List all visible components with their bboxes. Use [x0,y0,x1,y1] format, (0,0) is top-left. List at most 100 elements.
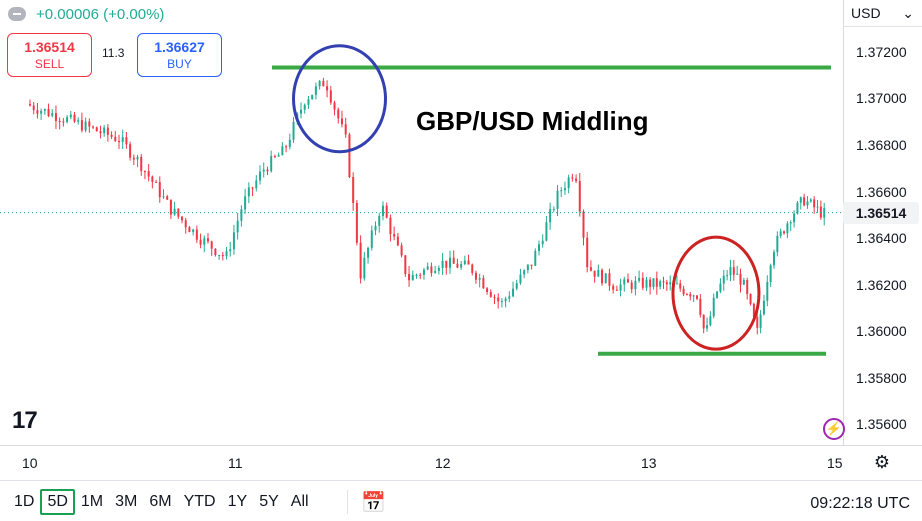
candle-body [106,127,109,135]
calendar-icon[interactable]: 📅 [361,492,386,514]
candle-body [623,279,626,285]
candle-body [400,245,403,256]
timeframe-5y[interactable]: 5Y [259,493,279,510]
candle-body [641,277,644,288]
timeframe-6m[interactable]: 6M [149,493,172,510]
price-tick-label: 1.37000 [856,90,907,107]
candle-body [560,190,563,192]
candle-body [597,269,600,277]
candle-body [716,291,719,298]
candle-body [756,316,759,328]
candle-body [378,216,381,226]
time-tick-label: 10 [22,455,38,471]
candle-body [136,156,139,160]
candle-body [114,136,117,141]
candle-body [726,275,729,277]
candle-body [712,297,715,317]
candle-body [299,109,302,114]
candle-body [519,274,522,284]
candle-body [58,121,61,123]
candle-body [80,120,83,131]
chevron-down-icon: ⌄ [902,4,914,21]
candle-body [478,278,481,280]
collapse-icon[interactable] [8,7,26,21]
toolbar-divider [0,480,922,481]
candle-body [181,216,184,221]
candle-body [575,178,578,182]
candle-body [460,264,463,268]
candle-body [337,109,340,119]
timeframe-ytd[interactable]: YTD [183,493,216,510]
candle-body [199,239,202,245]
candle-body [266,169,269,172]
price-tick-label: 1.36000 [856,323,907,340]
candle-body [273,155,276,157]
candle-body [604,273,607,284]
candle-body [719,283,722,292]
candle-body [155,181,158,183]
timeframe-1d[interactable]: 1D [14,493,35,510]
candle-body [344,124,347,135]
timeframe-1y[interactable]: 1Y [227,493,248,510]
candle-body [206,238,209,242]
candle-body [441,260,444,268]
candle-body [117,140,120,142]
candle-body [508,296,511,299]
candle-body [634,280,637,290]
candle-body [177,208,180,217]
timeframe-5d[interactable]: 5D [40,489,75,515]
candle-body [355,202,358,243]
candle-body [806,201,809,206]
currency-selector[interactable]: USD ⌄ [843,0,922,27]
candle-body [779,231,782,236]
candle-body [762,300,765,315]
gear-icon[interactable]: ⚙ [873,451,891,472]
candle-body [40,110,43,114]
clock: 09:22:18 UTC [810,495,910,512]
tradingview-logo[interactable]: 17 [12,407,38,434]
lightning-icon[interactable]: ⚡ [823,418,845,440]
candle-body [281,146,284,156]
timeframe-all[interactable]: All [290,493,309,510]
candle-body [512,288,515,297]
candle-body [589,267,592,271]
price-tick-label: 1.36800 [856,137,907,153]
candle-body [389,217,392,235]
currency-label: USD [851,5,881,21]
candle-body [593,270,596,277]
candle-body [363,257,366,279]
candle-body [51,113,54,116]
candle-body [567,177,570,189]
timeframe-3m[interactable]: 3M [115,493,138,510]
sell-button[interactable]: 1.36514 SELL [7,33,92,77]
candle-body [759,314,762,328]
candle-body [601,269,604,284]
candle-body [456,263,459,268]
candle-body [62,121,65,123]
candle-body [192,229,195,233]
candle-body [329,90,332,103]
time-tick-label: 11 [228,455,243,471]
candle-body [489,292,492,297]
spread-value: 11.3 [102,46,125,60]
candle-body [69,114,72,118]
candle-body [370,230,373,248]
candle-body [736,273,739,275]
candle-body [419,274,422,276]
candle-body [218,255,221,257]
candle-body [333,102,336,110]
candle-body [474,272,477,280]
candle-body [493,296,496,298]
candle-body [285,146,288,148]
candle-body [103,127,106,134]
timeframe-1m[interactable]: 1M [80,493,104,510]
candle-body [545,222,548,241]
candle-body [229,249,232,252]
candle-body [541,240,544,245]
candle-body [262,169,265,172]
buy-button[interactable]: 1.36627 BUY [137,33,222,77]
candle-body [393,234,396,237]
candle-body [426,266,429,270]
candle-body [752,303,755,317]
